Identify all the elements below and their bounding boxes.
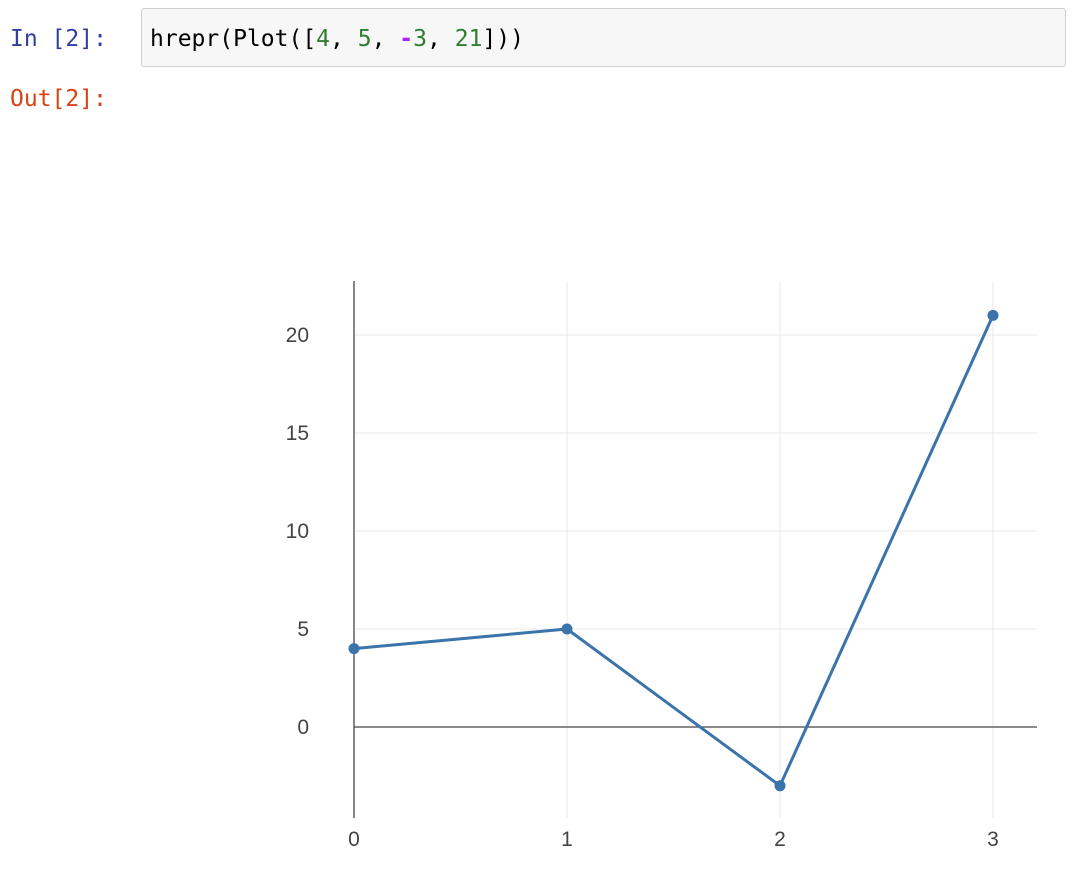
data-point-marker [774,780,786,792]
code-token: ])) [482,26,524,52]
x-tick-label: 3 [987,828,999,851]
series-line [348,309,999,792]
y-tick-label: 20 [286,324,309,347]
tick-labels: 0 1 2 3 0 5 10 15 20 [286,324,999,851]
y-tick-label: 5 [297,618,309,641]
input-prompt: In [2]: [10,26,107,52]
code-text[interactable]: hrepr(Plot([4, 5, -3, 21])) [150,26,524,52]
y-tick-label: 0 [297,716,309,739]
output-prompt: Out[2]: [10,86,107,112]
axes [353,281,1037,818]
x-tick-label: 2 [774,828,786,851]
data-point-marker [348,643,360,655]
x-tick-label: 1 [561,828,573,851]
data-point-marker [561,623,573,635]
code-token: - [399,26,414,52]
data-point-marker [987,309,999,321]
y-tick-label: 10 [286,520,309,543]
code-token: 3 [413,26,428,52]
y-tick-label: 15 [286,422,309,445]
code-token: , [330,26,358,52]
code-token: , [371,26,400,52]
x-tick-label: 0 [348,828,360,851]
code-token: 21 [454,26,483,52]
code-token: hrepr(Plot([ [150,26,317,52]
code-token: , [427,26,455,52]
code-token: 4 [316,26,331,52]
gridlines [354,281,1037,818]
series-line-path [353,314,995,788]
code-token: 5 [357,26,372,52]
code-input-cell[interactable]: hrepr(Plot([4, 5, -3, 21])) [141,8,1066,67]
